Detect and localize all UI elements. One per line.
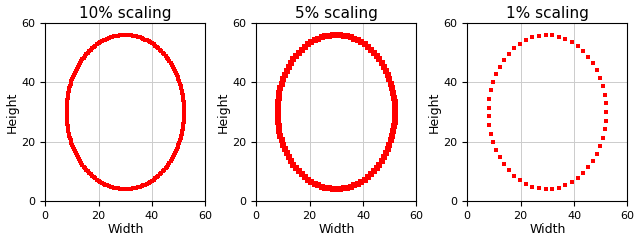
Y-axis label: Height: Height [6, 91, 19, 133]
X-axis label: Width: Width [107, 223, 143, 236]
Y-axis label: Height: Height [428, 91, 440, 133]
Title: 10% scaling: 10% scaling [79, 6, 172, 21]
X-axis label: Width: Width [318, 223, 355, 236]
X-axis label: Width: Width [529, 223, 566, 236]
Y-axis label: Height: Height [216, 91, 230, 133]
Title: 1% scaling: 1% scaling [506, 6, 589, 21]
Title: 5% scaling: 5% scaling [295, 6, 378, 21]
